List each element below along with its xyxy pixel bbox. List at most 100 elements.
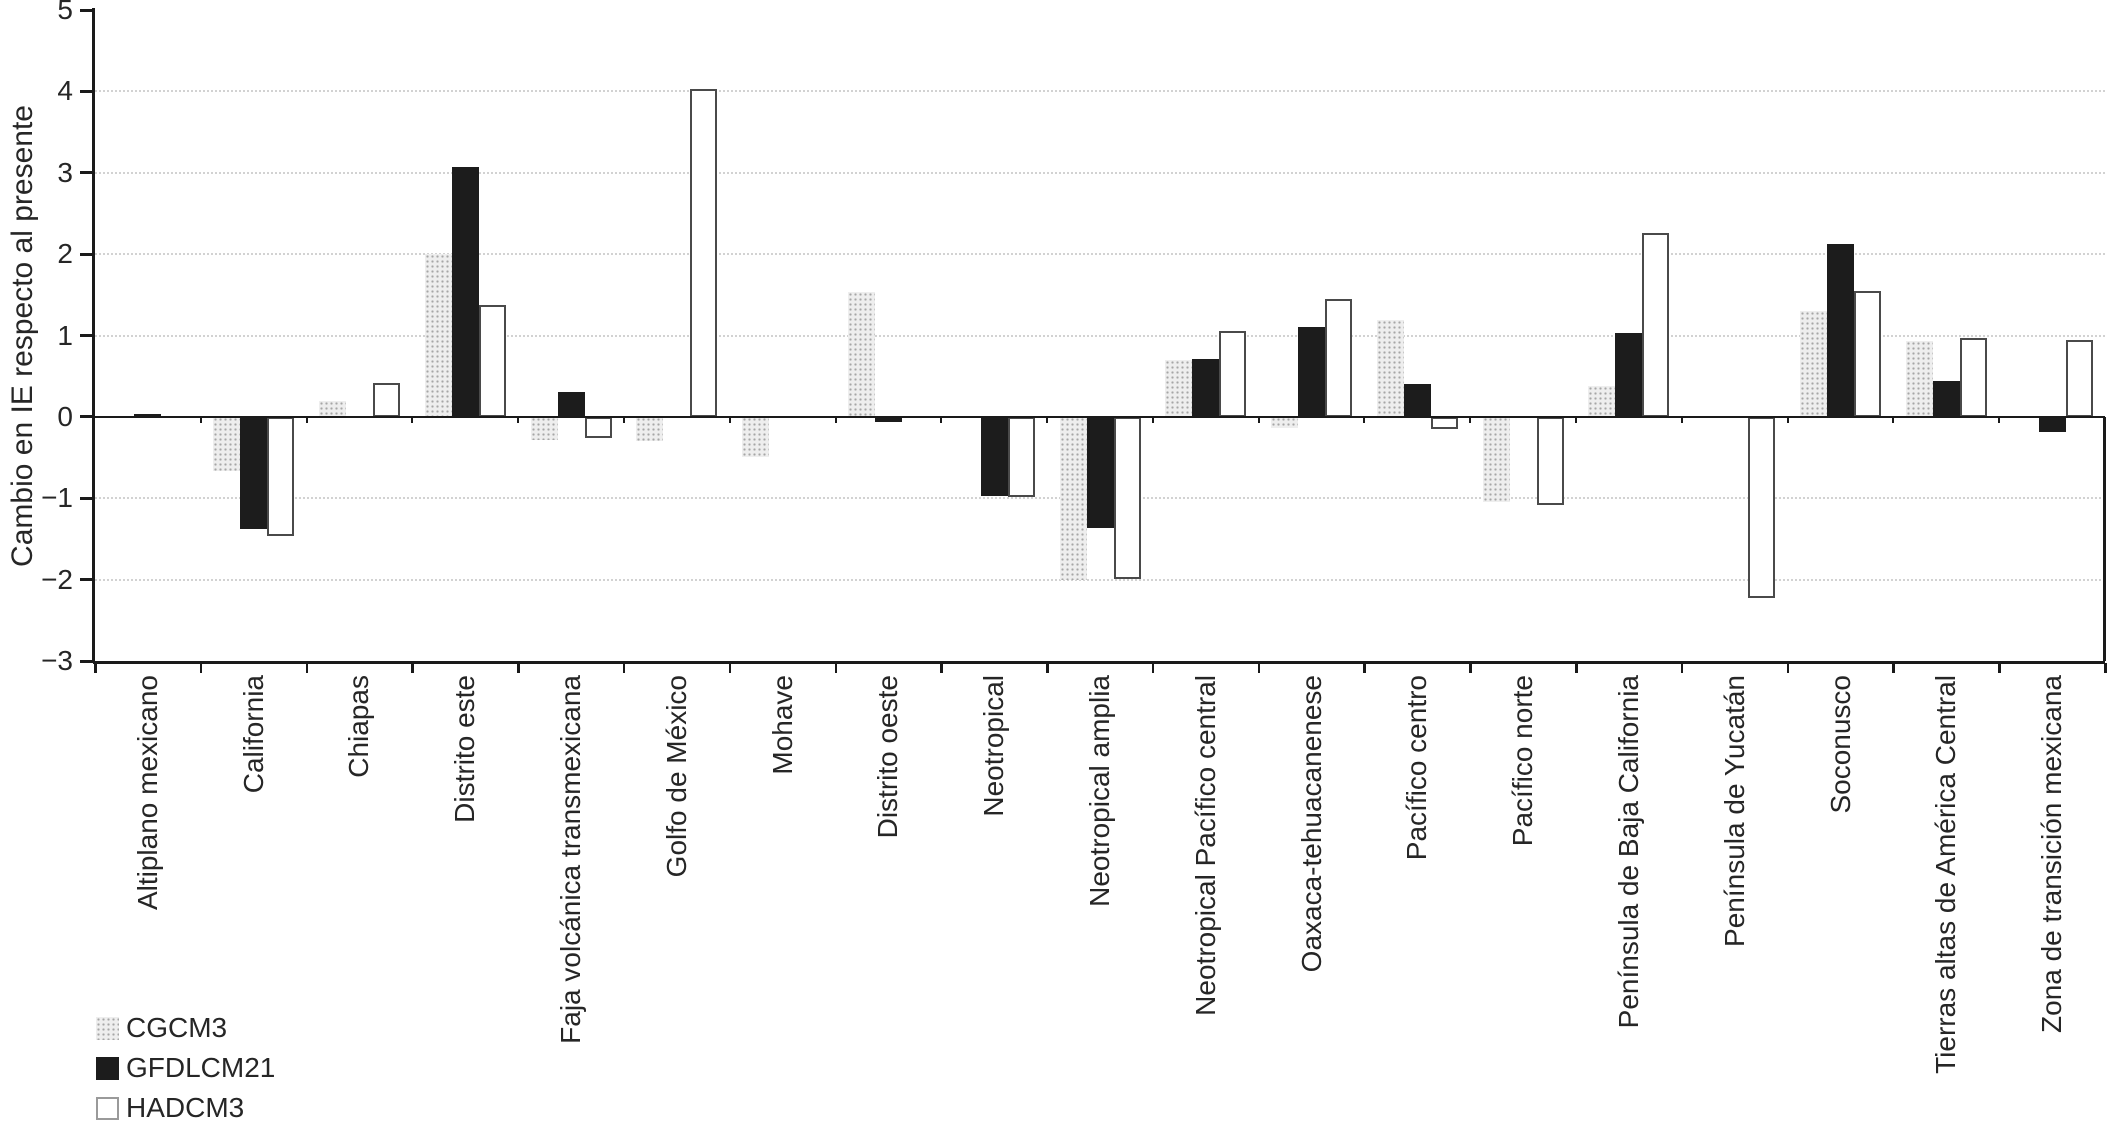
bar-cgcm3 [530,416,558,440]
y-tick-label: 5 [57,0,73,25]
bottom-axis-tick [2104,663,2107,673]
bar-cgcm3 [742,416,770,457]
x-axis-label: Distrito este [449,675,481,823]
y-tick-label: 0 [57,400,73,432]
bar-gfdlcm21 [1298,326,1326,417]
bar-cgcm3 [213,416,241,472]
zero-axis-tick [834,418,837,424]
zero-axis-tick [622,418,625,424]
zero-axis-tick [940,418,943,424]
zero-axis-tick [1151,418,1154,424]
bar-hadcm3 [1642,232,1670,417]
y-tick-label: 1 [57,319,73,351]
bar-cgcm3 [424,254,452,417]
right-axis-segment [2103,416,2106,661]
legend-label: CGCM3 [126,1012,228,1043]
zero-axis-tick [305,418,308,424]
zero-axis-tick [1575,418,1578,424]
bottom-axis-tick [1998,663,2001,673]
bottom-axis-tick [622,663,626,673]
legend-item-hadcm3: HADCM3 [96,1092,275,1122]
bottom-axis-tick [94,663,97,673]
y-tick-label: 3 [57,156,73,188]
bar-hadcm3 [372,382,400,417]
legend-swatch-hadcm3 [96,1096,119,1120]
x-axis-label: Distrito oeste [872,675,904,839]
zero-axis-tick [1469,418,1472,424]
bar-hadcm3 [478,304,506,417]
bottom-axis-tick [1786,663,1790,673]
x-axis-label: Chiapas [343,675,375,778]
gridline [95,253,2105,256]
x-axis-label: Neotropical Pacífico central [1189,675,1221,1016]
bottom-axis-tick [1257,663,1261,673]
bar-gfdlcm21 [240,416,268,530]
bar-gfdlcm21 [1086,416,1114,529]
bar-hadcm3 [267,416,295,537]
x-axis-label: Península de Yucatán [1718,675,1750,947]
x-axis-label: Faja volcánica transmexicana [555,675,587,1044]
x-axis-label: Golfo de México [660,675,692,878]
bar-cgcm3 [1482,416,1510,502]
zero-axis-tick [411,418,414,424]
zero-axis-tick [728,418,731,424]
bar-hadcm3 [1430,416,1458,430]
y-tick-label: −2 [41,563,73,595]
bar-gfdlcm21 [557,392,585,417]
zero-axis-tick [199,418,202,424]
bar-gfdlcm21 [134,413,162,417]
bar-cgcm3 [1905,341,1933,417]
bar-gfdlcm21 [874,416,902,422]
x-axis-label: Pacífico norte [1507,675,1539,847]
bottom-axis-tick [834,663,838,673]
bar-gfdlcm21 [2038,416,2066,432]
x-axis-label: Mohave [766,675,798,775]
bottom-axis-tick [1151,663,1155,673]
legend-item-cgcm3: CGCM3 [96,1012,275,1043]
legend-label: HADCM3 [126,1092,245,1122]
bottom-axis-tick [1469,663,1472,673]
y-tick-label: 4 [57,75,73,107]
bar-hadcm3 [584,416,612,439]
gridline [95,171,2105,174]
bottom-axis-tick [940,663,943,673]
bar-hadcm3 [2065,339,2093,417]
y-axis-tick [80,659,92,663]
bottom-axis-tick [1892,663,1895,673]
y-axis-tick [80,8,92,12]
x-axis-label: Zona de transición mexicana [2036,675,2068,1033]
x-axis-label: Tierras altas de América Central [1930,675,1962,1074]
bottom-axis-tick [199,663,203,673]
bar-cgcm3 [1059,416,1087,580]
bar-gfdlcm21 [1615,333,1643,417]
gridline [95,578,2105,581]
zero-axis-line [95,415,2105,419]
bar-gfdlcm21 [1932,381,1960,417]
left-axis-line [92,8,95,663]
bottom-axis-tick [1575,663,1578,673]
bar-gfdlcm21 [1827,243,1855,417]
y-axis-tick [80,415,92,419]
zero-axis-tick [1257,418,1260,424]
x-axis-label: Oaxaca-tehuacanenese [1295,675,1327,973]
zero-axis-tick [1046,418,1049,424]
bottom-axis-tick [411,663,414,673]
bar-hadcm3 [1219,331,1247,417]
y-axis-tick [80,496,92,500]
legend-label: GFDLCM21 [126,1052,276,1083]
bar-cgcm3 [847,291,875,417]
y-tick-label: −1 [41,482,73,514]
y-tick-label: −3 [41,645,73,676]
x-axis-label: Pacífico centro [1401,675,1433,861]
bottom-axis-tick [305,663,309,673]
bar-cgcm3 [1271,416,1299,429]
bottom-axis-line [93,661,2105,664]
legend-item-gfdlcm21: GFDLCM21 [96,1052,276,1083]
x-axis-label: Soconusco [1824,675,1856,814]
zero-axis-tick [517,418,520,424]
legend: CGCM3 GFDLCM21 HADCM3 [96,1012,276,1122]
x-axis-label: California [237,675,269,794]
bar-cgcm3 [318,401,346,417]
bottom-axis-tick [1363,663,1366,673]
